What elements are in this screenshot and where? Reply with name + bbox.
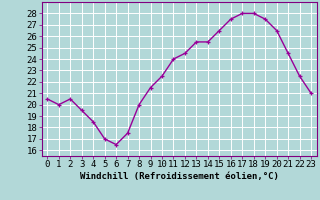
X-axis label: Windchill (Refroidissement éolien,°C): Windchill (Refroidissement éolien,°C) <box>80 172 279 181</box>
